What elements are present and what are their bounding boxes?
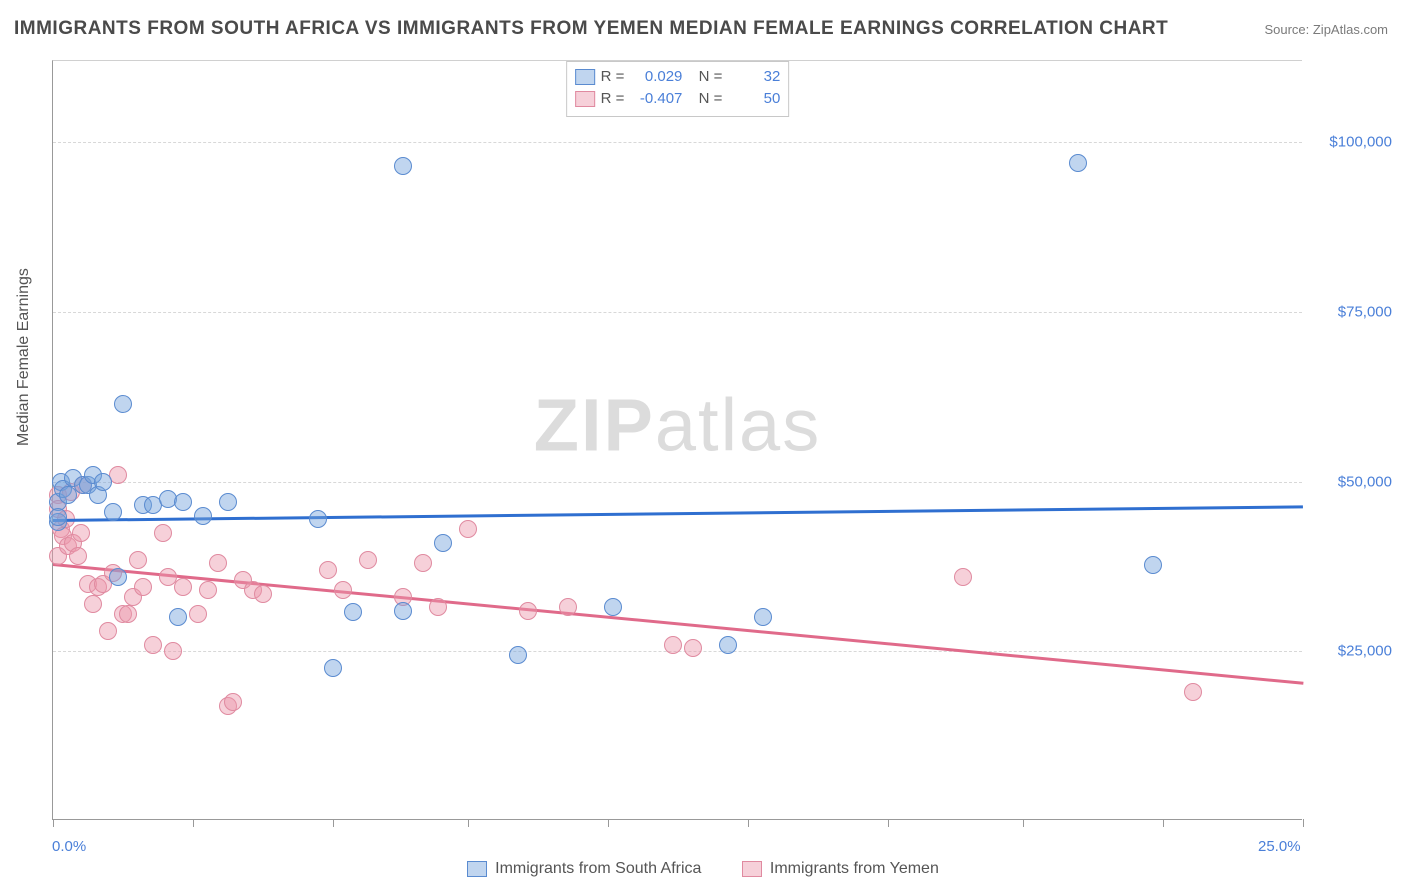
- data-point: [559, 598, 577, 616]
- data-point: [1144, 556, 1162, 574]
- data-point: [394, 602, 412, 620]
- stats-row: R = 0.029 N = 32: [575, 66, 781, 88]
- data-point: [684, 639, 702, 657]
- data-point: [1184, 683, 1202, 701]
- legend-item: Immigrants from South Africa: [467, 860, 701, 878]
- data-point: [69, 547, 87, 565]
- x-tick: [1303, 819, 1304, 827]
- data-point: [319, 561, 337, 579]
- data-point: [189, 605, 207, 623]
- data-point: [129, 551, 147, 569]
- x-tick: [1023, 819, 1024, 827]
- data-point: [119, 605, 137, 623]
- source-attribution: Source: ZipAtlas.com: [1264, 22, 1388, 37]
- y-tick-label: $25,000: [1338, 643, 1392, 660]
- data-point: [154, 524, 172, 542]
- data-point: [434, 534, 452, 552]
- bottom-legend: Immigrants from South Africa Immigrants …: [0, 860, 1406, 882]
- data-point: [114, 395, 132, 413]
- x-tick: [333, 819, 334, 827]
- data-point: [49, 508, 67, 526]
- x-tick: [53, 819, 54, 827]
- plot-area: ZIPatlas R = 0.029 N = 32 R = -0.407 N =…: [52, 60, 1302, 820]
- r-value: -0.407: [630, 88, 682, 110]
- data-point: [169, 608, 187, 626]
- n-value: 50: [728, 88, 780, 110]
- y-tick-label: $50,000: [1338, 473, 1392, 490]
- legend-item: Immigrants from Yemen: [742, 860, 939, 878]
- data-point: [174, 493, 192, 511]
- gridline: [53, 482, 1302, 483]
- data-point: [719, 636, 737, 654]
- data-point: [359, 551, 377, 569]
- watermark: ZIPatlas: [534, 382, 821, 467]
- data-point: [309, 510, 327, 528]
- data-point: [604, 598, 622, 616]
- data-point: [174, 578, 192, 596]
- data-point: [254, 585, 272, 603]
- gridline: [53, 312, 1302, 313]
- r-value: 0.029: [630, 66, 682, 88]
- n-label: N =: [699, 88, 723, 110]
- data-point: [144, 636, 162, 654]
- data-point: [219, 493, 237, 511]
- data-point: [414, 554, 432, 572]
- gridline: [53, 142, 1302, 143]
- data-point: [1069, 154, 1087, 172]
- data-point: [94, 473, 112, 491]
- stats-legend-box: R = 0.029 N = 32 R = -0.407 N = 50: [566, 61, 790, 117]
- y-tick-label: $100,000: [1329, 134, 1392, 151]
- x-tick: [608, 819, 609, 827]
- data-point: [324, 659, 342, 677]
- correlation-chart: IMMIGRANTS FROM SOUTH AFRICA VS IMMIGRAN…: [0, 0, 1406, 892]
- x-min-label: 0.0%: [52, 838, 86, 855]
- data-point: [334, 581, 352, 599]
- data-point: [194, 507, 212, 525]
- r-label: R =: [601, 88, 625, 110]
- series-swatch-icon: [742, 861, 762, 877]
- series-swatch-icon: [575, 91, 595, 107]
- data-point: [754, 608, 772, 626]
- data-point: [99, 622, 117, 640]
- x-max-label: 25.0%: [1258, 838, 1301, 855]
- data-point: [134, 578, 152, 596]
- data-point: [519, 602, 537, 620]
- x-tick: [1163, 819, 1164, 827]
- data-point: [459, 520, 477, 538]
- data-point: [344, 603, 362, 621]
- x-tick: [468, 819, 469, 827]
- data-point: [224, 693, 242, 711]
- series-swatch-icon: [575, 69, 595, 85]
- series-swatch-icon: [467, 861, 487, 877]
- stats-row: R = -0.407 N = 50: [575, 88, 781, 110]
- n-value: 32: [728, 66, 780, 88]
- trend-line: [53, 505, 1303, 522]
- data-point: [394, 157, 412, 175]
- y-axis-label: Median Female Earnings: [15, 268, 33, 446]
- data-point: [954, 568, 972, 586]
- data-point: [164, 642, 182, 660]
- data-point: [429, 598, 447, 616]
- data-point: [72, 524, 90, 542]
- data-point: [84, 595, 102, 613]
- data-point: [109, 568, 127, 586]
- r-label: R =: [601, 66, 625, 88]
- data-point: [509, 646, 527, 664]
- x-tick: [748, 819, 749, 827]
- data-point: [199, 581, 217, 599]
- legend-label: Immigrants from South Africa: [495, 860, 701, 878]
- y-tick-label: $75,000: [1338, 304, 1392, 321]
- n-label: N =: [699, 66, 723, 88]
- legend-label: Immigrants from Yemen: [770, 860, 939, 878]
- chart-title: IMMIGRANTS FROM SOUTH AFRICA VS IMMIGRAN…: [14, 18, 1168, 40]
- x-tick: [888, 819, 889, 827]
- x-tick: [193, 819, 194, 827]
- data-point: [664, 636, 682, 654]
- data-point: [209, 554, 227, 572]
- data-point: [104, 503, 122, 521]
